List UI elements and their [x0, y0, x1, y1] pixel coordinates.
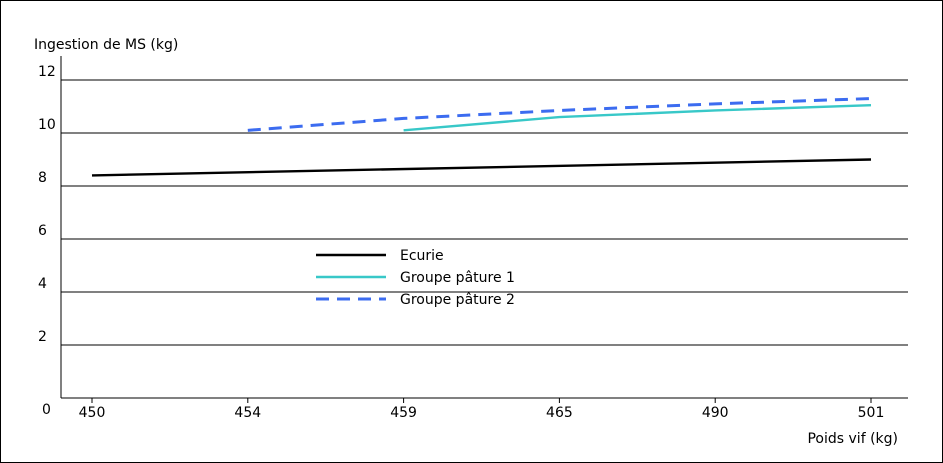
x-tick-label-454: 454 — [234, 405, 261, 421]
y-tick-label-8: 8 — [38, 170, 47, 186]
legend-label-1: Ecurie — [400, 248, 444, 264]
x-tick-label-501: 501 — [858, 405, 885, 421]
x-tick-label-490: 490 — [702, 405, 729, 421]
x-tick-labels: 450 454 459 465 490 501 — [79, 405, 885, 421]
series-line-2 — [403, 103, 872, 132]
y-axis-label: Ingestion de MS (kg) — [34, 37, 178, 53]
y-tick-labels: 0 2 4 6 8 10 12 — [38, 64, 56, 418]
x-axis-label: Poids vif (kg) — [807, 431, 898, 447]
legend-label-2: Groupe pâture 1 — [400, 270, 515, 286]
y-tick-label-6: 6 — [38, 223, 47, 239]
y-tick-label-10: 10 — [38, 117, 56, 133]
series-line-1 — [91, 158, 872, 177]
grid-lines — [61, 79, 908, 346]
legend: Ecurie Groupe pâture 1 Groupe pâture 2 — [316, 248, 515, 308]
y-tick-label-0: 0 — [42, 402, 51, 418]
y-tick-label-12: 12 — [38, 64, 56, 80]
axes — [60, 56, 908, 403]
series-line-3 — [247, 97, 872, 132]
y-tick-label-4: 4 — [38, 276, 47, 292]
legend-label-3: Groupe pâture 2 — [400, 292, 515, 308]
x-tick-label-465: 465 — [546, 405, 573, 421]
series-lines — [91, 97, 872, 177]
x-tick-label-459: 459 — [390, 405, 417, 421]
x-tick-label-450: 450 — [79, 405, 106, 421]
y-tick-label-2: 2 — [38, 329, 47, 345]
